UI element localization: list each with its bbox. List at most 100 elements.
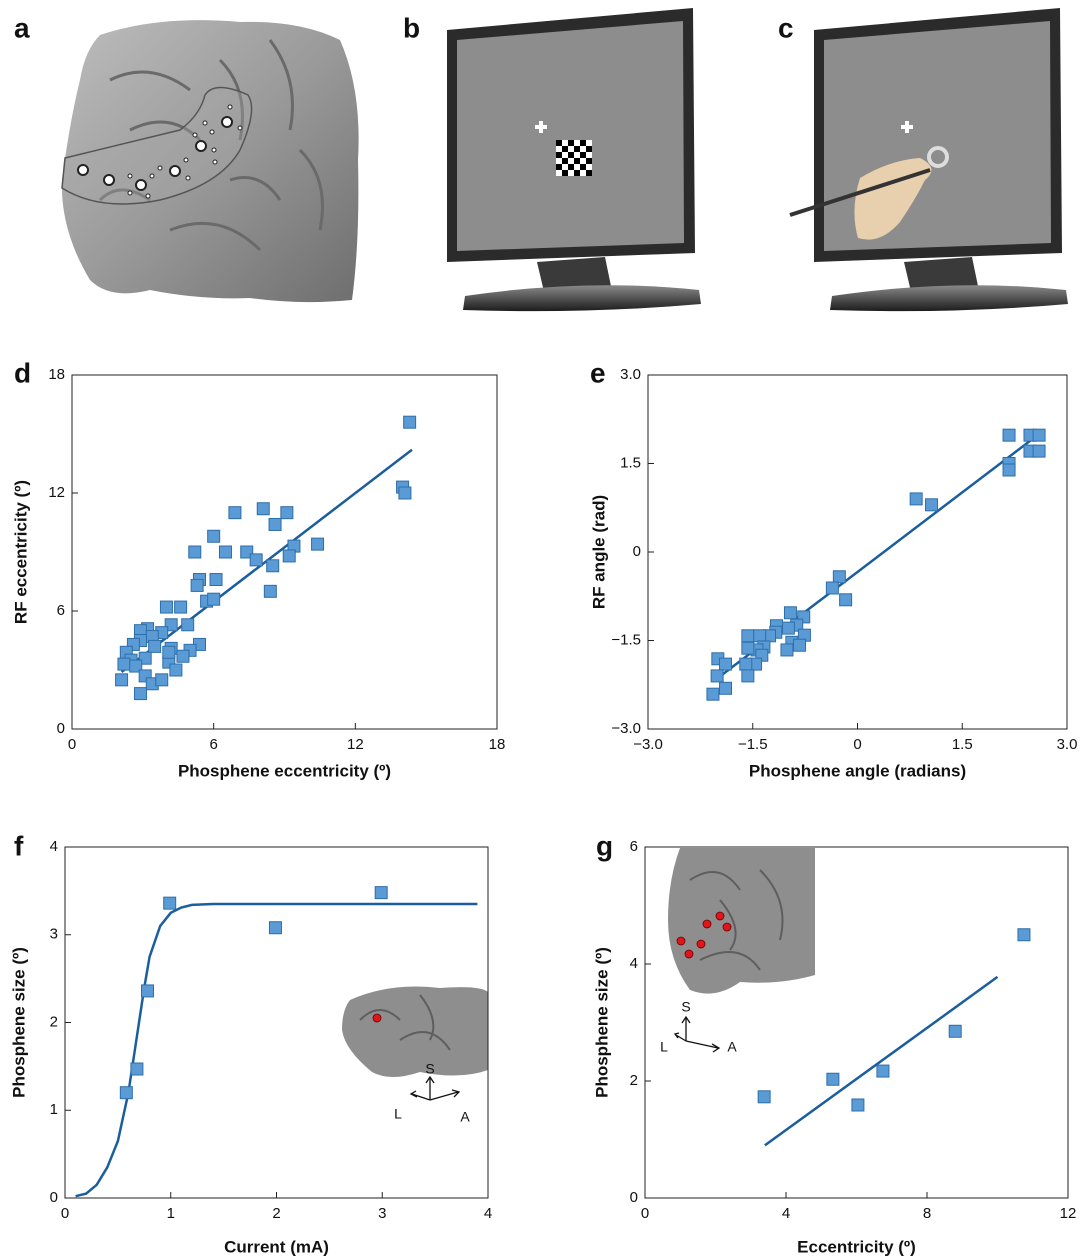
check [568, 152, 574, 158]
inset-brain [342, 848, 815, 1101]
x-tick-label: 3 [378, 1205, 386, 1222]
check [574, 146, 580, 152]
check [574, 164, 580, 170]
check [556, 170, 562, 176]
x-tick-label: −3.0 [633, 736, 663, 753]
x-tick-label: 12 [347, 736, 364, 753]
y-tick-label: 2 [630, 1072, 638, 1089]
y-tick-label: 6 [57, 602, 65, 619]
panel-label: c [778, 12, 794, 43]
x-tick-label: 1.5 [952, 736, 973, 753]
data-point [793, 638, 807, 652]
data-point [839, 593, 853, 607]
check [580, 146, 586, 152]
data-point [783, 606, 797, 620]
data-point [398, 486, 412, 500]
y-tick-label: 0 [50, 1189, 58, 1206]
y-tick-label: −1.5 [611, 631, 641, 648]
data-point [826, 1072, 840, 1086]
x-axis-label: Phosphene eccentricity (º) [178, 761, 391, 780]
data-point [263, 584, 277, 598]
panel-label: a [14, 12, 30, 43]
checkerboard [556, 140, 592, 176]
data-point [188, 545, 202, 559]
check [586, 158, 592, 164]
data-point [190, 578, 204, 592]
check [574, 170, 580, 176]
data-point [311, 537, 325, 551]
data-point [403, 415, 417, 429]
data-point [155, 673, 169, 687]
check [562, 158, 568, 164]
data-point [280, 506, 294, 520]
data-point [209, 573, 223, 587]
x-tick-label: 6 [209, 736, 217, 753]
check [586, 164, 592, 170]
inset-label: L [660, 1039, 668, 1055]
check [556, 140, 562, 146]
data-point [268, 517, 282, 531]
data-point [1032, 444, 1046, 458]
data-point [780, 643, 794, 657]
fit-line [764, 975, 999, 1147]
data-point [753, 629, 767, 643]
y-tick-label: 0 [633, 543, 641, 560]
x-tick-label: −1.5 [738, 736, 768, 753]
inset-label: L [394, 1106, 402, 1122]
x-tick-label: 3.0 [1057, 736, 1078, 753]
check [556, 152, 562, 158]
data-point [163, 896, 177, 910]
x-tick-label: 0 [61, 1205, 69, 1222]
x-tick-label: 0 [641, 1205, 649, 1222]
data-point [710, 669, 724, 683]
data-point [1032, 428, 1046, 442]
check [562, 140, 568, 146]
y-tick-label: 3 [50, 926, 58, 943]
data-point [741, 641, 755, 655]
data-point [181, 618, 195, 632]
data-point [1002, 463, 1016, 477]
fit-line [75, 902, 478, 1198]
check [556, 146, 562, 152]
data-point [282, 549, 296, 563]
y-tick-label: 0 [57, 720, 65, 737]
data-point [174, 600, 188, 614]
data-point [129, 659, 143, 673]
check [568, 170, 574, 176]
data-point [266, 559, 280, 573]
check [580, 152, 586, 158]
panel-label: d [14, 357, 31, 388]
fixation-cross [535, 121, 913, 133]
data-point [739, 657, 753, 671]
check [568, 140, 574, 146]
data-point [719, 681, 733, 695]
data-point [757, 1090, 771, 1104]
check [586, 170, 592, 176]
data-point [876, 1064, 890, 1078]
check [574, 140, 580, 146]
x-axis-label: Current (mA) [224, 1237, 329, 1256]
y-tick-label: 4 [50, 838, 58, 855]
data-point [218, 545, 232, 559]
y-tick-label: 0 [630, 1189, 638, 1206]
drawing-hand [789, 146, 949, 240]
x-tick-label: 4 [484, 1205, 492, 1222]
check [562, 164, 568, 170]
data-point [148, 639, 162, 653]
data-point [117, 657, 131, 671]
y-tick-label: 3.0 [620, 366, 641, 383]
data-point [268, 921, 282, 935]
check [580, 170, 586, 176]
data-point [719, 657, 733, 671]
check [586, 152, 592, 158]
data-point [207, 529, 221, 543]
data-point [741, 669, 755, 683]
data-point [706, 687, 720, 701]
y-tick-label: 18 [48, 366, 65, 383]
panel-label: g [596, 830, 613, 861]
data-point [119, 1086, 133, 1100]
y-axis-label: Phosphene size (º) [592, 947, 611, 1098]
data-point [228, 506, 242, 520]
data-point [825, 581, 839, 595]
